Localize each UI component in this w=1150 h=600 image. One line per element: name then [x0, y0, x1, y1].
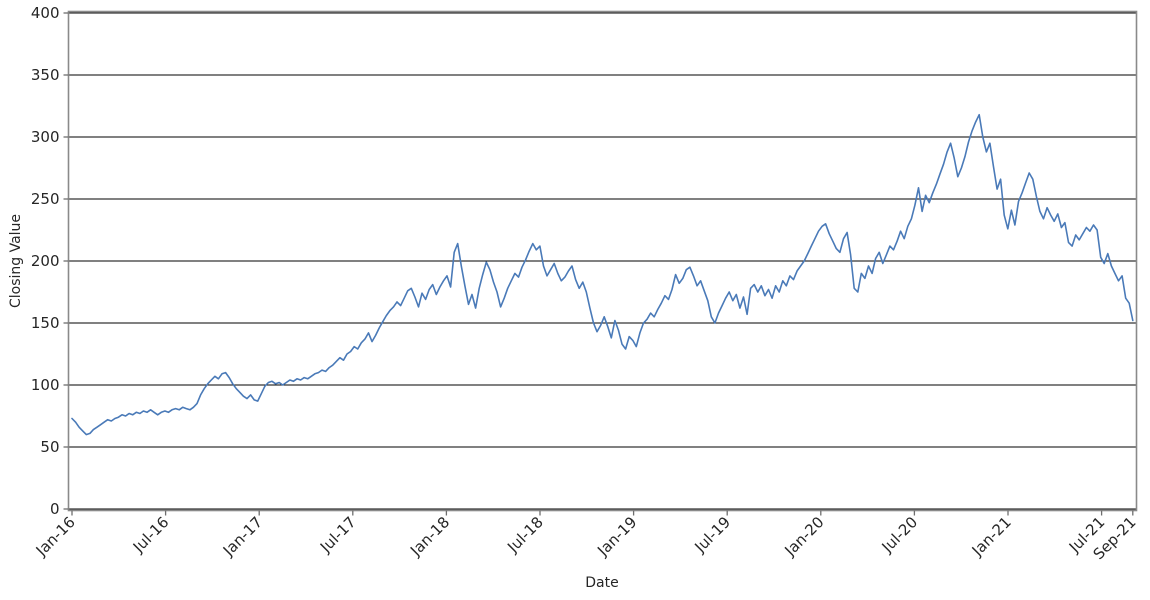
y-tick-label: 350 — [31, 66, 60, 84]
y-axis-title: Closing Value — [8, 214, 24, 308]
x-tick-label: Jan-19 — [593, 513, 640, 560]
x-tick-label: Jul-16 — [129, 513, 173, 557]
x-tick-label: Jul-19 — [690, 513, 734, 557]
y-tick-label: 50 — [40, 438, 59, 456]
x-tick-label: Jan-18 — [406, 513, 453, 560]
x-tick-label: Jul-18 — [503, 513, 547, 557]
y-tick-label: 150 — [31, 314, 60, 332]
x-tick-label: Jan-20 — [781, 513, 828, 560]
x-tick-label: Jul-17 — [316, 513, 360, 557]
x-axis-title: Date — [585, 575, 618, 591]
x-tick-label: Jan-17 — [219, 513, 266, 560]
x-tick-label: Jan-21 — [968, 513, 1015, 560]
axis-ticks: 0 50 100 150 200 250 300 350 400 Jan-16 Jul-16 Jan-… — [31, 4, 1140, 563]
gridlines — [68, 12, 1137, 510]
y-tick-label: 250 — [31, 190, 60, 208]
x-tick-label: Jan-16 — [32, 513, 79, 560]
y-tick-label: 0 — [50, 500, 60, 518]
y-tick-label: 300 — [31, 128, 60, 146]
x-tick-label: Jul-20 — [878, 513, 922, 557]
closing-value-line — [71, 113, 1134, 436]
y-tick-label: 200 — [31, 252, 60, 270]
y-tick-label: 100 — [31, 376, 60, 394]
series-layer — [71, 113, 1134, 436]
y-tick-label: 400 — [31, 4, 60, 22]
